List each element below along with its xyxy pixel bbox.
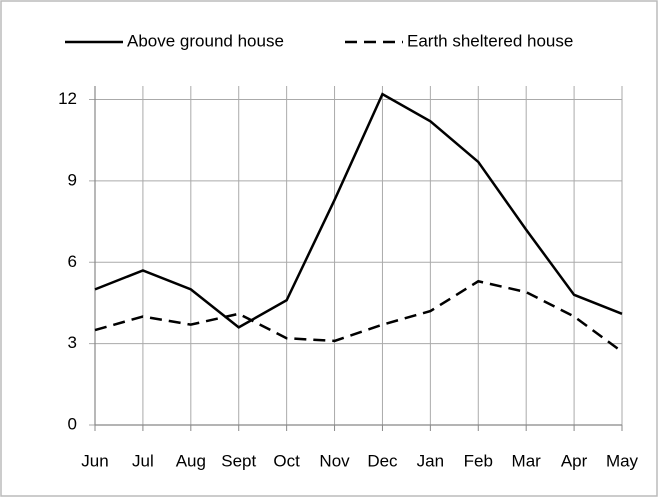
x-tick-label: Feb	[464, 451, 493, 470]
legend-label: Earth sheltered house	[407, 31, 573, 50]
y-tick-label: 12	[58, 89, 77, 108]
x-tick-label: Jul	[132, 451, 154, 470]
series-line	[94, 279, 623, 353]
y-tick-label: 6	[68, 252, 77, 271]
y-tick-label: 9	[68, 170, 77, 189]
x-tick-label: May	[606, 451, 639, 470]
x-tick-label: Jun	[81, 451, 108, 470]
x-tick-label: Aug	[176, 451, 206, 470]
x-tick-label: Dec	[367, 451, 398, 470]
y-tick-label: 0	[68, 414, 77, 433]
x-tick-label: Sept	[221, 451, 256, 470]
x-tick-label: Nov	[319, 451, 350, 470]
series-line	[94, 92, 623, 329]
x-tick-label: Mar	[512, 451, 542, 470]
x-tick-label: Jan	[417, 451, 444, 470]
x-tick-label: Apr	[561, 451, 588, 470]
y-tick-label: 3	[68, 333, 77, 352]
x-tick-label: Oct	[273, 451, 300, 470]
legend-label: Above ground house	[127, 31, 284, 50]
